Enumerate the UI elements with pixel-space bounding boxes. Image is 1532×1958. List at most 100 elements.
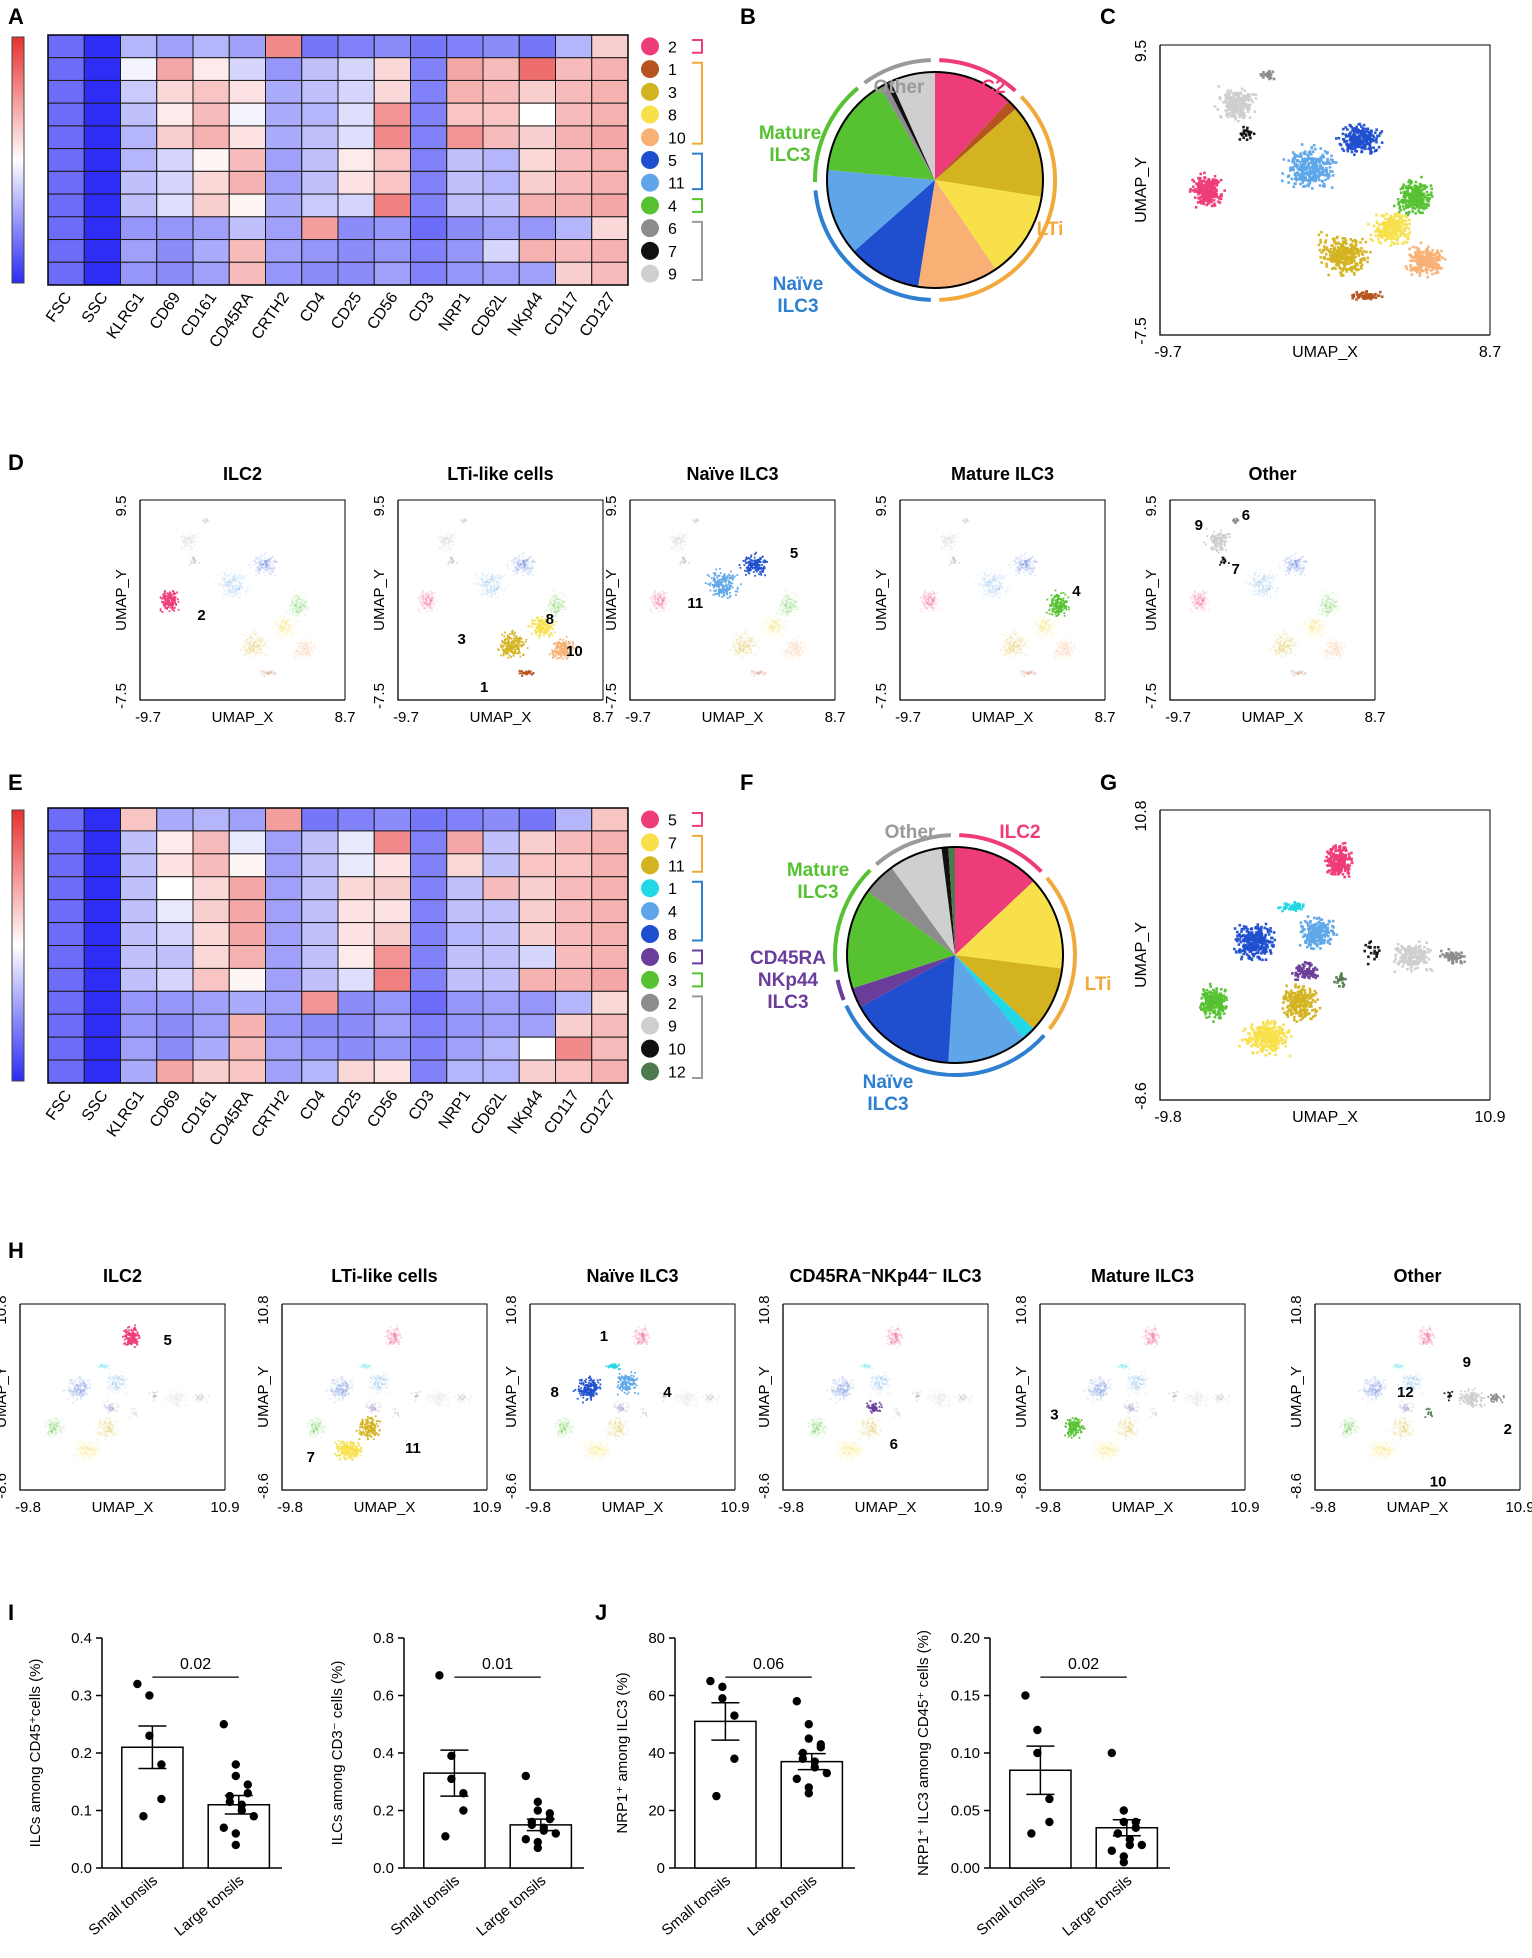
umap-point [1352,127,1355,130]
umap-point [1347,262,1351,266]
umap-point [242,576,245,579]
column-label: CD4 [297,289,329,325]
umap-point [301,609,304,611]
umap-point [1399,191,1403,194]
umap-point [1362,123,1366,127]
umap-point [521,559,524,562]
umap-point [426,603,429,606]
umap-point [1403,214,1406,218]
umap-point [1407,205,1411,208]
umap-point [1238,98,1242,101]
umap-point [1425,190,1429,194]
umap-point [1318,184,1322,187]
umap-point [274,560,277,563]
umap-point [1244,103,1248,106]
umap-point [241,578,244,581]
umap-point [1418,272,1422,275]
umap-point [1392,223,1396,227]
y-axis-label: UMAP_Y [113,569,130,631]
umap-point [1313,161,1317,164]
umap-point [186,537,189,540]
umap-point [487,572,490,575]
umap-point [182,539,184,542]
umap-point [1360,263,1364,267]
umap-point [227,592,230,594]
umap-point [1334,255,1337,259]
umap-point [1197,176,1200,180]
umap-point [1301,181,1305,184]
umap-point [223,585,226,588]
umap-point [186,538,189,541]
umap-point [184,539,187,542]
umap-point [1244,94,1247,97]
umap-point [203,520,206,523]
umap-point [520,571,523,573]
umap-point [1353,238,1357,242]
umap-point [216,573,219,576]
umap-point [300,604,303,607]
umap-point [420,595,423,598]
umap-point [260,556,262,558]
umap-point [1338,265,1341,269]
umap-point [1356,263,1359,267]
umap-point [1367,147,1370,151]
umap-point [1320,261,1323,264]
umap-point [1386,219,1390,222]
umap-point [218,575,221,578]
umap-point [494,597,497,599]
umap-point [1376,134,1379,138]
umap-point [234,581,237,584]
umap-point [1412,202,1416,205]
umap-point [1240,102,1244,105]
umap-point [1403,197,1407,201]
umap-point [1423,195,1426,198]
umap-point [1308,168,1312,172]
umap-point [297,605,300,607]
umap-point [295,607,298,609]
umap-point [1384,225,1387,229]
x-tick-label: -9.7 [135,709,161,726]
umap-point [1317,168,1321,171]
umap-point [447,542,450,544]
heatmap-cell [265,216,303,241]
heatmap-cell [120,170,158,195]
umap-point [172,607,175,610]
umap-point [294,628,296,630]
umap-point [238,588,241,591]
umap-point [252,641,255,643]
umap-point [188,536,190,539]
heatmap-cell [83,57,121,81]
umap-point [221,584,224,587]
heatmap-cell [120,79,158,104]
cluster-label: 3 [668,85,677,102]
umap-point [257,645,259,648]
umap-point [270,566,272,569]
umap-point [1310,187,1314,190]
umap-point [1418,254,1422,258]
umap-point [268,559,271,562]
umap-point [298,598,301,600]
panel-letter-c: C [1100,4,1116,29]
umap-point [261,655,264,658]
umap-point [289,629,292,632]
umap-point [448,561,451,564]
umap-point [227,581,230,583]
umap-point [1407,193,1411,196]
umap-point [1395,231,1399,235]
umap-point [234,588,237,591]
umap-point [270,567,273,570]
heatmap-cell [228,34,266,59]
umap-point [295,599,298,602]
umap-point [1404,219,1408,223]
umap-point [1429,269,1433,272]
umap-point [523,563,526,566]
umap-point [1353,129,1357,133]
umap-point [1326,174,1329,178]
umap-point [1379,241,1383,245]
umap-point [174,599,177,602]
umap-point [1339,244,1343,248]
umap-point [1385,230,1388,233]
heatmap-cell [482,261,520,286]
umap-point [526,567,528,570]
umap-point [302,603,305,606]
